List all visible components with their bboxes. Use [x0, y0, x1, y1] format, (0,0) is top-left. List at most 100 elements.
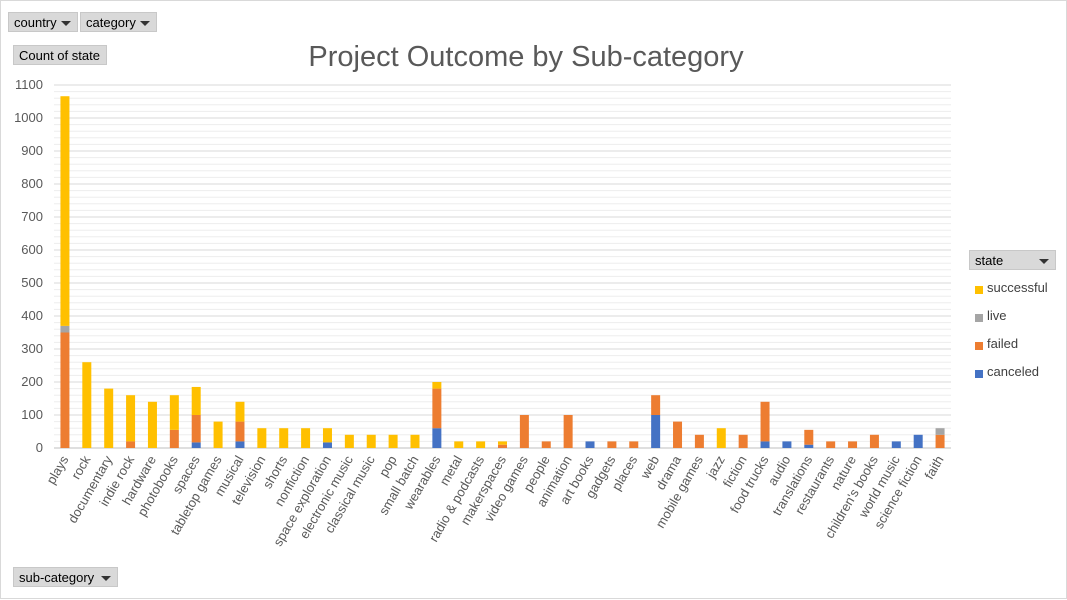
bar-failed: [629, 441, 639, 448]
chart-title: Project Outcome by Sub-category: [308, 41, 744, 73]
bar-successful: [169, 395, 179, 430]
bar-failed: [607, 441, 617, 448]
country-filter-label: country: [14, 15, 57, 30]
dropdown-arrow-icon: [1039, 259, 1049, 264]
y-tick-label: 1000: [14, 110, 43, 125]
bar-successful: [388, 434, 398, 448]
sub-category-filter-button[interactable]: sub-category: [13, 567, 118, 587]
bar-canceled: [191, 442, 201, 448]
bar-failed: [738, 434, 748, 448]
country-filter-button[interactable]: country: [8, 12, 78, 32]
bar-failed: [848, 441, 858, 448]
legend-item-canceled: canceled: [969, 362, 1057, 390]
bar-successful: [257, 428, 267, 448]
bar-failed: [826, 441, 836, 448]
bar-successful: [104, 388, 114, 448]
legend-swatch-live: [975, 314, 983, 322]
bar-failed: [169, 429, 179, 448]
y-tick-label: 300: [21, 341, 43, 356]
x-tick-label: faith: [921, 453, 946, 482]
bar-live: [935, 428, 945, 435]
legend: state successful live failed canceled: [969, 250, 1057, 390]
bar-successful: [322, 428, 332, 443]
y-tick-label: 500: [21, 275, 43, 290]
bar-canceled: [235, 441, 245, 448]
bar-failed: [60, 332, 70, 448]
bar-failed: [519, 415, 529, 448]
y-tick-label: 1100: [15, 77, 43, 92]
bar-canceled: [782, 441, 792, 448]
values-field-button[interactable]: Count of state: [13, 45, 107, 65]
legend-item-live: live: [969, 306, 1057, 334]
bar-failed: [563, 415, 573, 448]
y-tick-label: 600: [21, 242, 43, 257]
bar-failed: [935, 434, 945, 448]
bar-failed: [651, 395, 661, 415]
state-filter-button[interactable]: state: [969, 250, 1056, 270]
bar-successful: [82, 362, 92, 448]
bar-canceled: [432, 428, 442, 448]
bar-failed: [804, 429, 814, 445]
bar-successful: [279, 428, 289, 448]
state-filter-label: state: [975, 253, 1004, 268]
bar-successful: [191, 386, 201, 415]
bar-canceled: [651, 415, 661, 448]
y-tick-label: 400: [21, 308, 43, 323]
bar-successful: [410, 434, 420, 448]
bar-successful: [60, 96, 70, 326]
bar-failed: [432, 388, 442, 429]
bar-successful: [454, 441, 464, 448]
bar-live: [60, 325, 70, 333]
dropdown-arrow-icon: [101, 576, 111, 581]
bar-canceled: [804, 444, 814, 448]
values-field-label: Count of state: [19, 48, 100, 63]
y-tick-label: 900: [21, 143, 43, 158]
legend-item-successful: successful: [969, 278, 1057, 306]
bar-failed: [541, 441, 551, 448]
legend-label-successful: successful: [987, 280, 1048, 295]
bar-failed: [235, 421, 245, 442]
category-filter-button[interactable]: category: [80, 12, 157, 32]
bar-failed: [694, 434, 704, 448]
bar-failed: [191, 415, 201, 443]
legend-swatch-canceled: [975, 370, 983, 378]
bar-canceled: [322, 442, 332, 448]
bar-canceled: [585, 441, 595, 448]
bar-successful: [126, 395, 136, 442]
legend-label-live: live: [987, 308, 1007, 323]
dropdown-arrow-icon: [140, 21, 150, 26]
legend-swatch-successful: [975, 286, 983, 294]
bar-canceled: [760, 441, 770, 448]
bar-successful: [301, 428, 311, 448]
bar-failed: [126, 441, 136, 448]
bar-successful: [366, 434, 376, 448]
bar-canceled: [891, 441, 901, 448]
bar-failed: [673, 421, 683, 448]
y-tick-label: 100: [21, 407, 43, 422]
bar-successful: [344, 434, 354, 448]
bar-successful: [213, 421, 223, 448]
bar-successful: [498, 441, 507, 445]
x-tick-label: plays: [43, 453, 71, 487]
sub-category-filter-label: sub-category: [19, 570, 95, 585]
bar-successful: [235, 401, 245, 422]
legend-label-failed: failed: [987, 336, 1019, 351]
bar-failed: [498, 444, 507, 448]
y-tick-label: 200: [21, 374, 43, 389]
legend-label-canceled: canceled: [987, 364, 1040, 379]
y-tick-label: 700: [21, 209, 43, 224]
bar-successful: [716, 428, 726, 448]
bar-failed: [869, 434, 879, 448]
bar-successful: [147, 401, 157, 448]
bar-failed: [760, 401, 770, 442]
y-tick-label: 800: [21, 176, 43, 191]
legend-item-failed: failed: [969, 334, 1057, 362]
legend-swatch-failed: [975, 342, 983, 350]
category-filter-label: category: [86, 15, 136, 30]
dropdown-arrow-icon: [61, 21, 71, 26]
bar-successful: [432, 382, 442, 389]
y-tick-label: 0: [36, 440, 43, 455]
bar-successful: [476, 441, 486, 448]
